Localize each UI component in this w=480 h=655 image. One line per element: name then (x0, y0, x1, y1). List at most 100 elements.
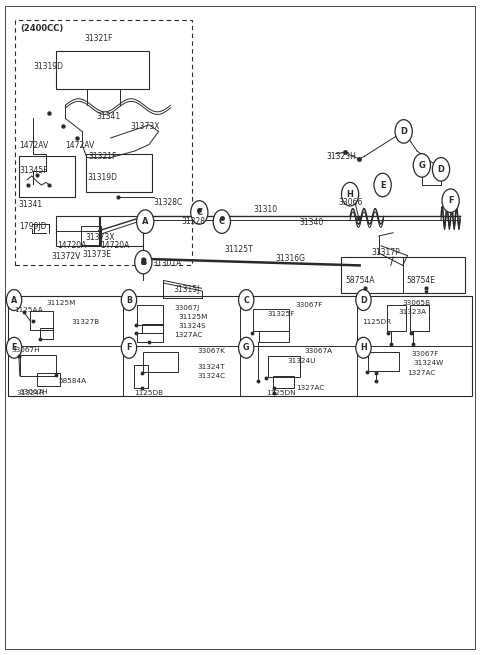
Text: 31324U: 31324U (287, 358, 315, 364)
Text: 31327B: 31327B (72, 319, 100, 326)
Circle shape (432, 158, 450, 181)
Bar (137, 305, 163, 325)
Text: 31321F: 31321F (84, 34, 113, 43)
Text: 1327AC: 1327AC (296, 384, 324, 390)
Text: 31328: 31328 (181, 217, 205, 226)
Bar (268, 356, 300, 377)
Text: F: F (448, 196, 454, 205)
Text: 31323A: 31323A (398, 309, 427, 315)
Text: 31324W: 31324W (413, 360, 444, 365)
Bar (340, 257, 465, 293)
Circle shape (135, 250, 152, 274)
Text: 1327AC: 1327AC (407, 370, 435, 376)
Circle shape (6, 290, 22, 310)
Text: 14720A: 14720A (57, 241, 86, 250)
Circle shape (442, 189, 459, 212)
Text: H: H (360, 343, 367, 352)
Text: 31324T: 31324T (197, 364, 225, 369)
Circle shape (374, 174, 391, 196)
Text: 1125DR: 1125DR (362, 319, 391, 326)
Circle shape (356, 337, 371, 358)
Text: 1125AA: 1125AA (14, 307, 43, 313)
Text: 31323H: 31323H (326, 152, 356, 160)
Bar (30, 310, 53, 330)
Circle shape (395, 120, 412, 143)
Text: 31321F: 31321F (88, 152, 117, 160)
Text: C: C (243, 295, 249, 305)
Text: B: B (126, 295, 132, 305)
Text: G: G (243, 343, 250, 352)
Text: 33067H: 33067H (20, 388, 48, 394)
Text: 33067A: 33067A (305, 348, 333, 354)
Bar (19, 157, 75, 196)
Text: 31317P: 31317P (372, 248, 400, 257)
Text: 31125M: 31125M (46, 300, 75, 306)
Bar (368, 352, 399, 371)
Text: 1472AV: 1472AV (65, 141, 95, 150)
Text: 1472AV: 1472AV (19, 141, 48, 150)
Circle shape (121, 290, 137, 310)
Text: 31373X: 31373X (86, 233, 115, 242)
Text: 58754E: 58754E (407, 276, 435, 285)
Text: 31341: 31341 (19, 200, 43, 209)
Circle shape (213, 210, 230, 233)
Text: 31328C: 31328C (154, 198, 183, 206)
Text: 33065B: 33065B (403, 300, 431, 306)
Text: 31324R: 31324R (16, 390, 44, 396)
Text: D: D (360, 295, 367, 305)
Bar (8, 296, 472, 396)
Text: B: B (140, 257, 146, 267)
Bar (20, 355, 56, 376)
Text: 31340: 31340 (300, 218, 324, 227)
Text: 31324C: 31324C (197, 373, 225, 379)
Bar (259, 331, 289, 342)
Text: C: C (219, 217, 225, 226)
Text: A: A (142, 217, 148, 226)
Text: H: H (347, 190, 353, 198)
Text: 31319D: 31319D (88, 173, 118, 181)
Text: D: D (437, 165, 444, 174)
Bar (134, 365, 148, 388)
Bar (410, 305, 429, 331)
Text: 33067F: 33067F (296, 301, 323, 308)
Text: 33067F: 33067F (411, 350, 439, 356)
Text: 33067H: 33067H (11, 347, 40, 354)
Text: 1125DN: 1125DN (266, 390, 296, 396)
Bar (86, 154, 152, 191)
Text: A: A (11, 295, 17, 305)
Bar (142, 324, 163, 333)
Circle shape (239, 290, 254, 310)
Text: 31319D: 31319D (33, 62, 63, 71)
Text: 33067K: 33067K (197, 348, 225, 354)
Bar (40, 328, 53, 339)
Text: 31125T: 31125T (225, 244, 253, 253)
Text: 31315J: 31315J (173, 285, 199, 294)
Text: 31316G: 31316G (276, 254, 306, 263)
Text: 1799JD: 1799JD (19, 221, 47, 231)
Text: 1125DB: 1125DB (134, 390, 163, 396)
Text: E: E (12, 343, 17, 352)
Bar (253, 309, 289, 331)
Bar (56, 51, 149, 89)
Text: 31372V: 31372V (51, 252, 80, 261)
Text: 33067J: 33067J (174, 305, 200, 311)
Circle shape (341, 182, 359, 206)
Bar (15, 20, 192, 265)
Text: G: G (419, 161, 425, 170)
Bar (100, 216, 144, 246)
Circle shape (121, 337, 137, 358)
Text: 14720A: 14720A (100, 241, 130, 250)
Bar (137, 333, 163, 342)
Text: C: C (196, 208, 203, 217)
Bar (36, 373, 60, 386)
Text: 31373X: 31373X (131, 122, 160, 131)
Text: 31301A: 31301A (153, 259, 182, 268)
Text: 31125M: 31125M (179, 314, 208, 320)
Text: 31324S: 31324S (179, 323, 206, 329)
Bar (387, 305, 406, 331)
Text: (2400CC): (2400CC) (20, 24, 63, 33)
Bar (56, 216, 99, 246)
Circle shape (137, 210, 154, 233)
Circle shape (191, 200, 208, 224)
Text: E: E (380, 181, 385, 189)
